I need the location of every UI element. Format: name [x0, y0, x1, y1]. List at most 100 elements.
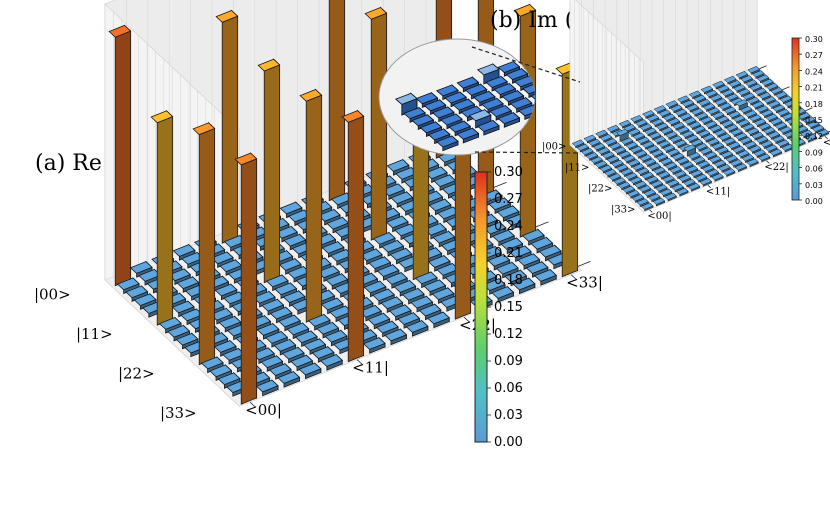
bar-face-top: [286, 322, 310, 336]
bar-face-top: [278, 258, 302, 271]
bar-face-top: [325, 273, 349, 287]
bar-face-top: [705, 89, 718, 98]
bar-face-top: [624, 172, 638, 180]
bar-face-top: [530, 236, 554, 250]
bar-face-top: [681, 99, 695, 107]
bar: [648, 131, 662, 141]
bar: [652, 166, 666, 176]
bar: [770, 86, 783, 96]
bar-face-top: [660, 126, 674, 135]
bar-face-top: [592, 143, 606, 151]
bar: [640, 202, 654, 212]
inset-bar: [476, 119, 500, 136]
bar-face-top: [711, 142, 725, 150]
bar-face-top: [640, 202, 654, 210]
bar: [709, 124, 722, 134]
bar-face-top: [685, 165, 699, 173]
bar-face-top: [620, 168, 633, 176]
bar-face-top: [491, 286, 515, 299]
bar-face-top: [733, 84, 746, 92]
bar-face-top: [504, 269, 528, 283]
inset-bar-face-top: [448, 120, 472, 133]
colorbar-tick-label: 0.27: [494, 192, 523, 207]
inset-bar-face-top: [411, 114, 435, 127]
bar-face-top: [770, 87, 783, 95]
row-tick: [759, 65, 767, 70]
bar: [281, 346, 305, 364]
bar-face-top: [427, 255, 451, 268]
colorbar-tick-label: 0.18: [805, 100, 823, 109]
bar: [487, 253, 511, 271]
bar-face-top: [414, 271, 438, 285]
inset-bar-face-front: [537, 95, 552, 104]
bar-face-top: [125, 285, 149, 299]
inset-bar-face-top: [501, 90, 525, 103]
bar-face-top: [767, 131, 781, 139]
bar-face-top: [390, 191, 414, 205]
bar: [816, 128, 829, 138]
bar-face-top: [727, 141, 741, 149]
inset-bar: [497, 111, 521, 128]
bar-face-top: [372, 288, 395, 302]
bar: [693, 125, 706, 135]
bar-face-top: [779, 126, 792, 134]
bar-face-top: [432, 230, 456, 244]
bar-face-top: [634, 119, 648, 127]
bar: [108, 24, 132, 287]
row-tick-label: |22>: [588, 184, 612, 195]
bar-face-top: [758, 122, 771, 130]
bar-face-top: [685, 134, 699, 142]
bar-face-top: [776, 139, 790, 147]
bar-face-front: [370, 12, 388, 241]
colorbar-tick-label: 0.06: [805, 165, 823, 174]
bar-face-top: [381, 239, 405, 253]
bar-face-top: [763, 96, 776, 104]
bar: [716, 84, 730, 94]
colorbar-re: 0.30 0.27 0.24 0.21 0.18 0.15 0.12 0.09 0.06 0.03…: [474, 165, 523, 450]
bar: [706, 168, 720, 178]
bar-face-top: [359, 248, 383, 262]
bar-face-top: [667, 148, 680, 156]
bar: [622, 185, 636, 195]
bar-face-top: [367, 312, 391, 326]
bar-face-top: [711, 111, 725, 119]
bar-face-top: [307, 314, 331, 327]
bar-face-top: [704, 151, 717, 159]
bar: [393, 279, 417, 297]
bar-face-top: [732, 115, 746, 123]
bar-face-top: [278, 314, 301, 328]
bar: [729, 158, 743, 168]
bar: [776, 139, 790, 149]
bar: [746, 96, 760, 106]
bar-face-top: [804, 133, 818, 142]
bar-face-top: [260, 355, 284, 369]
bar-face-top: [740, 75, 753, 83]
row-tick: [805, 107, 813, 112]
bar: [277, 370, 301, 388]
colorbar-tick-label: 0.27: [805, 51, 823, 60]
bar: [658, 109, 671, 119]
bar-face-top: [641, 171, 654, 179]
bar-face-top: [571, 139, 585, 147]
row-tick-label: |22>: [118, 364, 155, 382]
bar: [386, 158, 410, 176]
bar-face-top: [744, 79, 758, 87]
bar-face-top: [734, 163, 748, 171]
bar: [721, 88, 735, 98]
inset-bar-face-top: [427, 128, 451, 141]
bar: [662, 144, 676, 154]
bar-face-top: [767, 100, 781, 108]
bar-face-top: [317, 208, 341, 222]
bar: [762, 126, 776, 136]
bar-face-top: [321, 241, 345, 254]
bar-face-top: [385, 272, 408, 285]
inset-bar: [539, 97, 560, 112]
inset-bar-face-top: [539, 97, 560, 108]
bar-face-top: [418, 303, 442, 317]
bar-face-top: [744, 110, 758, 118]
bar: [757, 153, 771, 163]
bar-face-top: [797, 112, 811, 120]
inset-bar-face-top: [509, 97, 533, 110]
bar-face-top: [595, 129, 608, 137]
